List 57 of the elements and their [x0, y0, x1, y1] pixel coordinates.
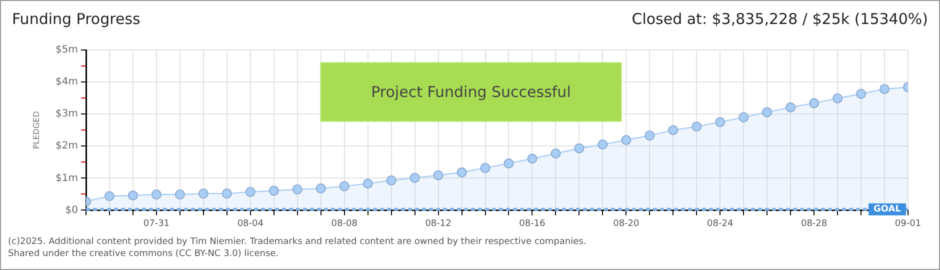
point [598, 140, 608, 150]
y-axis-title: PLEDGED [32, 111, 41, 150]
y-tick-label: $5m [56, 44, 78, 56]
x-tick-label: 08-08 [331, 218, 358, 229]
point [621, 135, 632, 146]
point [362, 178, 373, 189]
point [104, 191, 114, 202]
y-tick-label: $1m [56, 172, 78, 184]
point [880, 84, 890, 94]
point [480, 162, 490, 173]
point [715, 117, 726, 128]
point [762, 107, 772, 118]
x-tick-label: 08-12 [425, 218, 452, 229]
point [832, 93, 843, 104]
point [550, 148, 561, 158]
point [692, 122, 702, 132]
point [809, 98, 820, 108]
point [292, 184, 302, 194]
point [386, 175, 396, 186]
y-tick-label: $0 [65, 204, 78, 216]
point [151, 190, 162, 200]
point [198, 188, 208, 199]
x-tick-label: 08-20 [613, 218, 640, 229]
point [668, 125, 678, 136]
x-tick-label: 09-01 [894, 218, 922, 229]
point [738, 112, 749, 122]
point [456, 167, 467, 178]
point [527, 154, 538, 164]
y-tick-label: $4m [56, 76, 78, 88]
point [316, 183, 326, 194]
point [433, 170, 444, 180]
point [410, 172, 420, 183]
point [222, 188, 232, 199]
point [128, 190, 138, 200]
chart-title: Funding Progress [12, 10, 140, 28]
point [174, 190, 185, 200]
x-tick-label: 08-04 [237, 218, 264, 229]
annotation: Project Funding Successful [371, 83, 571, 101]
point [245, 186, 256, 197]
banner: Project Funding Successful [320, 62, 622, 122]
point [574, 143, 584, 154]
x-tick-label: 07-31 [143, 218, 170, 229]
point [504, 158, 514, 168]
point [339, 181, 350, 192]
point [856, 88, 866, 99]
y-tick-label: $2m [56, 140, 78, 152]
x-tick-label: 08-24 [707, 218, 734, 229]
chart-subtitle: Closed at: $3,835,228 / $25k (15340%) [632, 10, 928, 28]
point [786, 102, 796, 112]
point [644, 130, 655, 141]
ref-line-label: GOAL [874, 204, 902, 215]
y-tick-label: $3m [56, 108, 78, 120]
x-tick-label: 08-28 [800, 218, 828, 229]
x-tick-label: 08-16 [519, 218, 546, 229]
text: Shared under the creative commons (CC BY-NC 3.0) license. [8, 248, 280, 260]
point [268, 186, 279, 196]
text: (c)2025. Additional content provided by Tim Niemier. Trademarks and related content are owned by their respective companies. [8, 236, 586, 248]
